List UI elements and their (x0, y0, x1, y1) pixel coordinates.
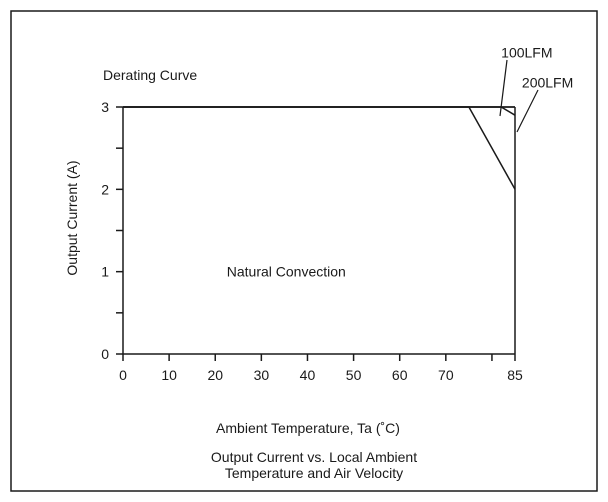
y-tick-label: 3 (101, 99, 109, 115)
leader-100lfm (499, 59, 508, 117)
y-tick-label: 1 (101, 264, 109, 280)
x-tick-label: 85 (507, 367, 523, 383)
x-tick-label: 40 (300, 367, 316, 383)
annotation-100lfm: 100LFM (501, 45, 552, 61)
x-tick-label: 30 (254, 367, 270, 383)
annotations: Natural Convection 100LFM 200LFM (227, 45, 574, 280)
x-tick-label: 70 (438, 367, 454, 383)
caption-line-2: Temperature and Air Velocity (225, 465, 403, 481)
x-axis-label: Ambient Temperature, Ta (˚C) (216, 420, 400, 436)
chart-title: Derating Curve (103, 67, 197, 83)
x-axis-ticks: 0 10 20 30 40 50 60 70 85 (119, 354, 523, 383)
x-tick-label: 20 (207, 367, 223, 383)
caption-line-1: Output Current vs. Local Ambient (211, 449, 417, 465)
x-tick-label: 0 (119, 367, 127, 383)
y-axis-ticks: 0 1 2 3 (101, 99, 123, 362)
y-tick-label: 0 (101, 346, 109, 362)
x-tick-label: 10 (161, 367, 177, 383)
y-tick-label: 2 (101, 181, 109, 197)
leader-200lfm (516, 89, 539, 133)
y-axis-label: Output Current (A) (64, 160, 80, 275)
annotation-200lfm: 200LFM (522, 74, 573, 90)
chart-frame (10, 10, 598, 492)
annotation-natural-convection: Natural Convection (227, 264, 346, 280)
x-tick-label: 60 (392, 367, 408, 383)
x-tick-label: 50 (346, 367, 362, 383)
